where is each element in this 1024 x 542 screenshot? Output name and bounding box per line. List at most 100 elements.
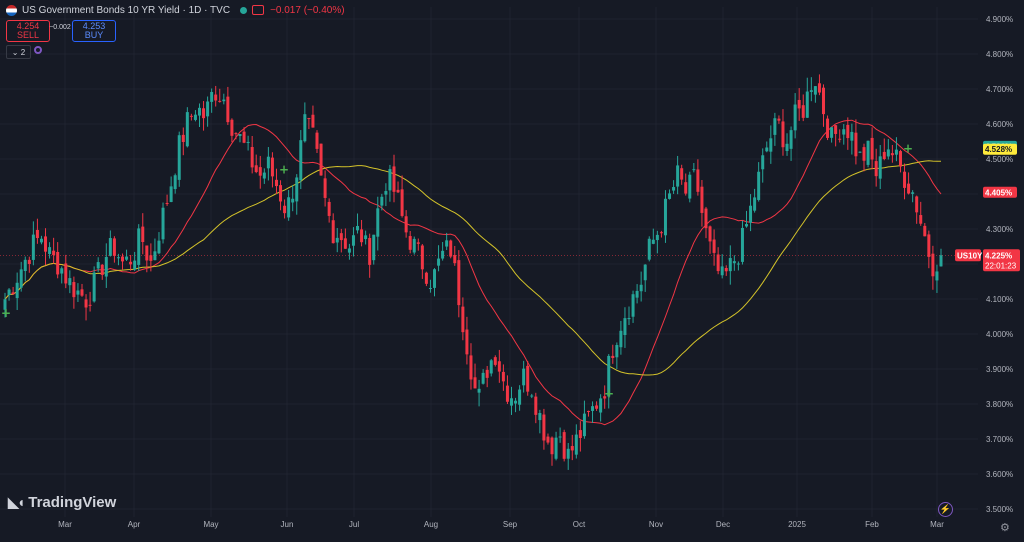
- candle[interactable]: [668, 193, 672, 199]
- candle[interactable]: [234, 133, 238, 135]
- candle[interactable]: [469, 355, 473, 380]
- candle[interactable]: [457, 260, 461, 306]
- candle[interactable]: [169, 186, 173, 203]
- candle[interactable]: [607, 355, 611, 397]
- candle[interactable]: [311, 114, 315, 128]
- candle[interactable]: [627, 318, 631, 320]
- candle[interactable]: [80, 289, 84, 296]
- candle[interactable]: [315, 132, 319, 149]
- candle[interactable]: [761, 155, 765, 170]
- candle[interactable]: [250, 147, 254, 168]
- candle[interactable]: [919, 215, 923, 224]
- candle[interactable]: [591, 406, 595, 411]
- candle[interactable]: [586, 410, 590, 412]
- candle[interactable]: [388, 169, 392, 191]
- candle[interactable]: [408, 236, 412, 250]
- candle[interactable]: [283, 205, 287, 214]
- candle[interactable]: [149, 255, 153, 261]
- candle[interactable]: [501, 371, 505, 382]
- candle[interactable]: [360, 229, 364, 243]
- candle[interactable]: [48, 247, 52, 255]
- candle[interactable]: [461, 306, 465, 333]
- candle[interactable]: [809, 90, 813, 92]
- candle[interactable]: [335, 237, 339, 243]
- candle[interactable]: [157, 240, 161, 254]
- candle[interactable]: [327, 201, 331, 216]
- candle[interactable]: [777, 118, 781, 121]
- candle[interactable]: [558, 436, 562, 438]
- candle[interactable]: [420, 245, 424, 270]
- candle[interactable]: [437, 258, 441, 266]
- candle[interactable]: [165, 203, 169, 205]
- candle[interactable]: [68, 278, 72, 286]
- candle[interactable]: [400, 189, 404, 216]
- candle[interactable]: [753, 197, 757, 211]
- candle[interactable]: [854, 132, 858, 157]
- candle[interactable]: [655, 234, 659, 241]
- candle[interactable]: [631, 294, 635, 317]
- candle[interactable]: [562, 432, 566, 459]
- candle[interactable]: [7, 289, 11, 296]
- price-axis[interactable]: 4.900%4.800%4.700%4.600%4.500%4.400%4.30…: [986, 15, 1013, 514]
- candle[interactable]: [347, 248, 351, 253]
- candle[interactable]: [481, 372, 485, 384]
- candle[interactable]: [449, 240, 453, 257]
- candle[interactable]: [202, 108, 206, 119]
- candle[interactable]: [96, 262, 100, 269]
- candle[interactable]: [797, 99, 801, 109]
- candle[interactable]: [923, 225, 927, 237]
- candle[interactable]: [173, 175, 177, 190]
- candle[interactable]: [258, 167, 262, 176]
- candle[interactable]: [465, 329, 469, 355]
- candle[interactable]: [574, 434, 578, 455]
- candle[interactable]: [112, 238, 116, 256]
- candle[interactable]: [526, 365, 530, 392]
- candle[interactable]: [441, 250, 445, 259]
- candle[interactable]: [218, 100, 222, 102]
- candle[interactable]: [834, 125, 838, 134]
- candle[interactable]: [546, 436, 550, 443]
- candle[interactable]: [303, 114, 307, 142]
- lightning-icon[interactable]: ⚡: [938, 502, 953, 517]
- candle[interactable]: [206, 101, 210, 117]
- candle[interactable]: [222, 99, 226, 102]
- candle[interactable]: [870, 137, 874, 160]
- candle[interactable]: [838, 138, 842, 140]
- candle[interactable]: [915, 196, 919, 213]
- candle[interactable]: [599, 398, 603, 413]
- candle[interactable]: [27, 259, 31, 264]
- candle[interactable]: [356, 225, 360, 231]
- candle[interactable]: [538, 413, 542, 421]
- candle[interactable]: [813, 86, 817, 95]
- candle[interactable]: [92, 272, 96, 302]
- candle[interactable]: [911, 192, 915, 194]
- candle[interactable]: [274, 179, 278, 187]
- candle[interactable]: [384, 191, 388, 195]
- candle[interactable]: [238, 134, 242, 136]
- candle[interactable]: [19, 269, 23, 288]
- candle[interactable]: [785, 143, 789, 152]
- candle[interactable]: [659, 232, 663, 234]
- candle[interactable]: [830, 127, 834, 138]
- buy-button[interactable]: 4.253 BUY: [72, 20, 116, 42]
- candle[interactable]: [858, 151, 862, 153]
- candle[interactable]: [364, 235, 368, 240]
- candle[interactable]: [60, 268, 64, 274]
- candle[interactable]: [745, 224, 749, 227]
- candle[interactable]: [485, 369, 489, 378]
- candle[interactable]: [522, 368, 526, 386]
- candle[interactable]: [619, 330, 623, 348]
- candle[interactable]: [817, 83, 821, 93]
- candle[interactable]: [842, 129, 846, 135]
- candle[interactable]: [582, 413, 586, 437]
- candle[interactable]: [680, 168, 684, 180]
- candle[interactable]: [708, 226, 712, 242]
- candle[interactable]: [890, 153, 894, 156]
- candle[interactable]: [578, 430, 582, 439]
- candle[interactable]: [874, 161, 878, 177]
- candle[interactable]: [376, 208, 380, 237]
- candle[interactable]: [331, 220, 335, 244]
- candle[interactable]: [821, 87, 825, 115]
- candle[interactable]: [473, 377, 477, 389]
